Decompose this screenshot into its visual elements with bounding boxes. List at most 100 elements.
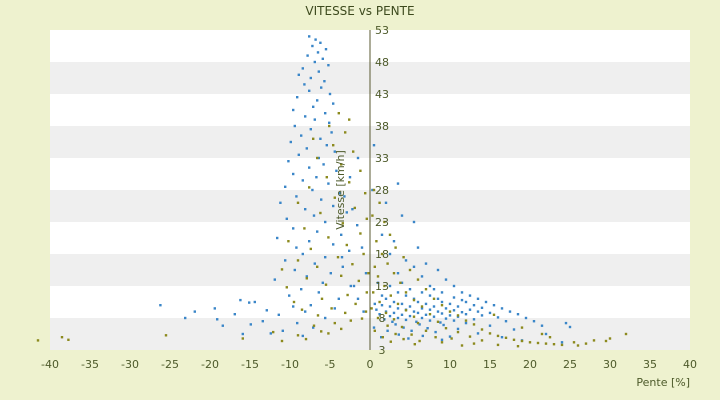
- data-point-blue: [193, 310, 196, 313]
- data-point-olive: [424, 329, 428, 332]
- data-point-blue: [432, 315, 436, 318]
- data-point-blue: [426, 327, 429, 330]
- data-point-blue: [420, 316, 424, 320]
- data-point-blue: [480, 306, 484, 309]
- data-point-blue: [380, 233, 384, 236]
- data-point-blue: [452, 319, 456, 322]
- data-point-blue: [408, 314, 412, 318]
- data-point-blue: [321, 281, 324, 284]
- data-point-blue: [436, 310, 440, 313]
- data-point-blue: [352, 284, 356, 288]
- data-point-blue: [391, 320, 394, 323]
- data-point-blue: [412, 297, 416, 300]
- data-point-olive: [544, 342, 548, 345]
- data-point-olive: [370, 307, 373, 310]
- data-point-blue: [524, 316, 528, 320]
- data-point-olive: [364, 192, 367, 195]
- data-point-blue: [241, 332, 244, 336]
- data-point-olive: [456, 330, 460, 334]
- data-point-blue: [468, 308, 472, 311]
- data-point-blue: [293, 124, 296, 128]
- data-point-olive: [352, 150, 355, 153]
- data-point-olive: [367, 272, 370, 275]
- data-point-blue: [452, 296, 456, 299]
- data-point-blue: [428, 319, 432, 322]
- data-point-blue: [428, 284, 432, 288]
- y-tick-label: 28: [375, 184, 389, 197]
- data-point-olive: [372, 291, 375, 294]
- data-point-olive: [480, 339, 484, 342]
- data-point-olive: [349, 319, 352, 322]
- data-point-blue: [221, 324, 224, 327]
- data-point-blue: [476, 297, 480, 300]
- data-point-blue: [416, 246, 420, 249]
- data-point-olive: [345, 243, 348, 247]
- data-point-blue: [476, 332, 480, 335]
- data-point-blue: [380, 336, 383, 339]
- x-tick-label: 40: [683, 358, 697, 371]
- data-point-blue: [289, 140, 292, 144]
- data-point-blue: [305, 275, 308, 278]
- data-point-olive: [520, 326, 524, 329]
- data-point-blue: [292, 305, 295, 308]
- data-point-blue: [373, 302, 376, 306]
- data-point-blue: [440, 312, 444, 315]
- data-point-blue: [408, 288, 412, 291]
- data-point-olive: [389, 294, 392, 297]
- data-point-blue: [378, 313, 381, 316]
- data-point-blue: [402, 326, 405, 329]
- data-point-blue: [371, 188, 374, 192]
- x-tick-label: -35: [81, 358, 99, 371]
- data-point-blue: [492, 304, 496, 307]
- data-point-blue: [265, 309, 268, 312]
- data-point-blue: [428, 294, 432, 297]
- data-point-olive: [572, 341, 576, 344]
- data-point-blue: [328, 92, 332, 96]
- data-point-blue: [351, 208, 354, 211]
- x-tick-label: -5: [325, 358, 336, 371]
- data-point-olive: [560, 343, 564, 347]
- data-point-blue: [516, 313, 520, 316]
- data-point-blue: [248, 301, 251, 304]
- data-point-blue: [322, 163, 325, 166]
- data-point-blue: [404, 259, 408, 262]
- data-point-olive: [371, 214, 374, 217]
- data-point-olive: [296, 259, 300, 262]
- data-point-blue: [388, 305, 392, 308]
- data-point-blue: [213, 307, 216, 310]
- data-point-olive: [316, 156, 319, 160]
- x-axis-label: Pente [%]: [636, 376, 690, 389]
- data-point-blue: [316, 230, 319, 233]
- data-points: [36, 35, 628, 348]
- data-point-blue: [341, 265, 344, 268]
- data-point-olive: [304, 337, 308, 341]
- data-point-blue: [508, 310, 512, 313]
- data-point-blue: [444, 307, 448, 310]
- data-point-blue: [468, 294, 472, 297]
- data-point-blue: [303, 83, 306, 86]
- data-point-blue: [472, 304, 476, 307]
- data-point-blue: [440, 300, 444, 304]
- data-point-blue: [420, 307, 424, 310]
- data-point-blue: [309, 304, 312, 307]
- data-point-blue: [464, 321, 468, 325]
- data-point-blue: [432, 305, 436, 308]
- data-point-blue: [233, 313, 236, 316]
- data-point-blue: [311, 188, 314, 192]
- data-point-blue: [301, 67, 304, 70]
- data-point-olive: [402, 337, 405, 341]
- data-point-blue: [273, 278, 276, 281]
- data-point-blue: [333, 307, 336, 310]
- data-point-olive: [373, 265, 376, 268]
- data-point-blue: [564, 321, 568, 325]
- data-point-blue: [500, 336, 504, 339]
- data-point-olive: [324, 283, 328, 286]
- data-point-blue: [452, 284, 456, 288]
- data-point-blue: [407, 337, 410, 340]
- data-point-olive: [325, 176, 328, 179]
- data-point-blue: [323, 80, 326, 83]
- data-point-blue: [568, 325, 572, 329]
- data-point-blue: [456, 327, 460, 331]
- data-point-blue: [540, 324, 544, 327]
- data-point-blue: [456, 315, 460, 318]
